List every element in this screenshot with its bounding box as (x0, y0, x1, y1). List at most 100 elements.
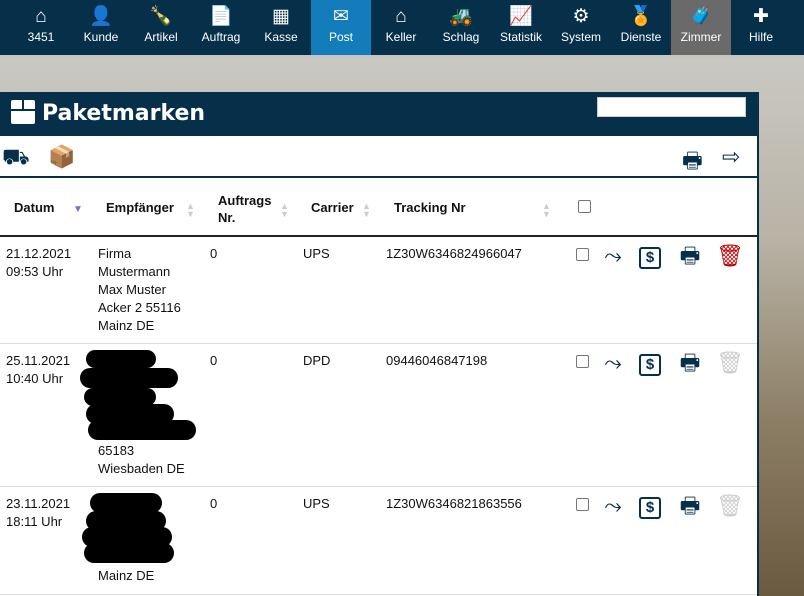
open-box-icon[interactable]: 📦 (48, 144, 76, 169)
top-nav: ⌂ 3451 👤 Kunde 🍾 Artikel 📄 Auftrag ▦ Kasse ✉ Post ⌂ K… (0, 0, 804, 55)
header-datum[interactable]: Datum (14, 200, 55, 215)
nav-label: Zimmer (680, 30, 722, 44)
nav-item-post[interactable]: ✉ Post (311, 0, 371, 55)
recipient-cell: Mainz DE (98, 567, 154, 585)
nav-item-system[interactable]: ⚙ System (551, 0, 611, 55)
sort-icon[interactable]: ▲ ▼ (542, 201, 551, 219)
header-tracking[interactable]: Tracking Nr (394, 200, 466, 215)
chart-line-icon: 📈 (509, 6, 533, 27)
paketmarken-panel: Paketmarken ⛟ 📦 🖶 ⇨ Datum ▼ Empfänger ▲ ▼… (0, 92, 759, 596)
table-body: 21.12.2021 09:53 Uhr Firma Mustermann Max M… (0, 237, 757, 595)
suitcase-icon: 🧳 (689, 6, 713, 27)
nav-label: Statistik (499, 30, 542, 44)
trash-icon: 🗑 (716, 493, 744, 518)
search-input[interactable] (597, 97, 746, 117)
panel-header: Paketmarken (0, 92, 757, 136)
recipient-line: Max Muster (98, 282, 166, 297)
sort-icon[interactable]: ▲ ▼ (362, 201, 371, 219)
route-icon[interactable]: ⤳ (604, 493, 622, 518)
package-icon (11, 100, 35, 124)
user-icon: 👤 (89, 6, 113, 27)
order-cell: 0 (210, 353, 218, 368)
nav-label: Keller (385, 30, 417, 44)
order-cell: 0 (210, 496, 218, 511)
recipient-line: Acker 2 55116 (98, 300, 181, 315)
recipient-line: Mainz DE (98, 318, 155, 333)
order-cell: 0 (210, 246, 218, 261)
carrier-cell: UPS (303, 496, 330, 511)
recipient-line: Mustermann (98, 264, 171, 279)
tractor-icon: 🚜 (449, 6, 473, 27)
header-carrier[interactable]: Carrier (311, 200, 354, 215)
print-icon[interactable]: 🖶 (679, 493, 701, 518)
hand-truck-icon[interactable]: ⛟ (2, 144, 30, 169)
print-icon[interactable]: 🖶 (679, 350, 701, 375)
recipient-line: Firma (98, 246, 132, 261)
print-icon[interactable]: 🖶 (682, 148, 703, 173)
export-icon[interactable]: ⇨ (722, 144, 741, 169)
sort-icon[interactable]: ▲ ▼ (280, 201, 289, 219)
row-checkbox[interactable] (576, 498, 589, 511)
toolbar: ⛟ 📦 🖶 ⇨ (0, 136, 757, 178)
recipient-cell: 65183 Wiesbaden DE (98, 442, 185, 478)
nav-label: Schlag (442, 30, 480, 44)
trash-icon: 🗑 (716, 350, 744, 375)
sort-desc-icon[interactable]: ▼ (73, 204, 83, 215)
nav-item-zimmer[interactable]: 🧳 Zimmer (671, 0, 731, 55)
redaction (86, 404, 174, 424)
time: 18:11 Uhr (6, 514, 63, 529)
redaction (84, 388, 156, 406)
table-row: 25.11.2021 10:40 Uhr 65183 Wiesbaden DE 0 … (0, 344, 757, 487)
table-row: 21.12.2021 09:53 Uhr Firma Mustermann Max M… (0, 237, 757, 344)
document-icon: 📄 (209, 6, 233, 27)
row-checkbox[interactable] (576, 248, 589, 261)
recipient-line: 65183 (98, 443, 135, 458)
redaction (84, 543, 174, 563)
time: 09:53 Uhr (6, 264, 64, 279)
nav-item-artikel[interactable]: 🍾 Artikel (131, 0, 191, 55)
row-checkbox[interactable] (576, 355, 589, 368)
bottle-icon: 🍾 (149, 6, 173, 27)
nav-item-kunde[interactable]: 👤 Kunde (71, 0, 131, 55)
trash-icon[interactable]: 🗑 (716, 243, 744, 268)
gears-icon: ⚙ (572, 6, 590, 27)
nav-item-statistik[interactable]: 📈 Statistik (491, 0, 551, 55)
nav-label: Auftrag (201, 30, 241, 44)
nav-item-keller[interactable]: ⌂ Keller (371, 0, 431, 55)
date-cell: 21.12.2021 09:53 Uhr (6, 245, 71, 281)
nav-item-dienste[interactable]: 🏅 Dienste (611, 0, 671, 55)
nav-item-hilfe[interactable]: ✚ Hilfe (731, 0, 791, 55)
redaction (86, 511, 166, 531)
header-auftrag[interactable]: Auftrags Nr. (218, 193, 272, 225)
envelope-icon: ✉ (333, 6, 349, 27)
redaction (86, 350, 156, 368)
route-icon[interactable]: ⤳ (604, 243, 622, 268)
print-icon[interactable]: 🖶 (679, 243, 701, 268)
date-cell: 23.11.2021 18:11 Uhr (6, 495, 70, 531)
invoice-dollar-icon[interactable]: $ (639, 354, 661, 376)
table-row: 23.11.2021 18:11 Uhr Mainz DE 0 UPS 1Z30W… (0, 487, 757, 595)
redaction (88, 420, 196, 440)
tracking-cell: 09446046847198 (386, 353, 488, 368)
table-header: Datum ▼ Empfänger ▲ ▼ Auftrags Nr. ▲ ▼ Car… (0, 178, 757, 237)
page-title: Paketmarken (42, 101, 206, 126)
nav-label: Kasse (264, 30, 298, 44)
date: 25.11.2021 (6, 353, 71, 368)
carrier-cell: UPS (303, 246, 330, 261)
date: 23.11.2021 (6, 496, 71, 511)
tracking-cell: 1Z30W6346821863556 (386, 496, 522, 511)
invoice-dollar-icon[interactable]: $ (639, 247, 661, 269)
header-empfaenger[interactable]: Empfänger (106, 200, 174, 215)
recipient-line: Mainz DE (98, 568, 155, 583)
select-all-checkbox[interactable] (578, 200, 591, 213)
date: 21.12.2021 (6, 246, 72, 261)
invoice-dollar-icon[interactable]: $ (639, 497, 661, 519)
nav-item-kasse[interactable]: ▦ Kasse (251, 0, 311, 55)
nav-item-auftrag[interactable]: 📄 Auftrag (191, 0, 251, 55)
carrier-cell: DPD (303, 353, 331, 368)
route-icon[interactable]: ⤳ (604, 350, 622, 375)
sort-icon[interactable]: ▲ ▼ (186, 201, 195, 219)
nav-item-3451[interactable]: ⌂ 3451 (11, 0, 71, 55)
nav-label: Kunde (83, 30, 119, 44)
nav-item-schlag[interactable]: 🚜 Schlag (431, 0, 491, 55)
